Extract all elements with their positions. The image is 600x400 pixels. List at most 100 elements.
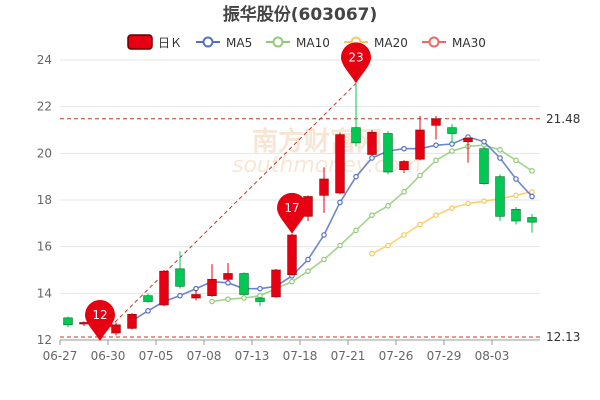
ma10-point [241, 295, 247, 301]
legend-kline-label: 日Ｋ [158, 36, 182, 50]
candle-17 [335, 132, 345, 195]
watermark-en: southmoney.com [232, 153, 421, 178]
ma5-point [305, 256, 311, 263]
ma20-point [401, 232, 407, 238]
chart-title: 振华股份(603067) [223, 4, 378, 25]
candle-28 [511, 207, 521, 225]
x-tick-label: 08-03 [475, 349, 510, 363]
legend-ma10-marker [272, 36, 284, 48]
ma5-point [513, 176, 519, 182]
candle-25 [463, 137, 473, 163]
candle-body [335, 134, 345, 194]
candle-14 [287, 233, 297, 276]
candle-body [527, 217, 537, 223]
ma10-point [433, 157, 439, 164]
candle-16 [319, 167, 329, 213]
ma5-point [497, 155, 503, 161]
ma10-point [321, 256, 327, 263]
y-tick-label: 22 [37, 100, 52, 114]
ma5-point [369, 155, 375, 161]
candle-body [63, 317, 73, 326]
y-tick-label: 20 [37, 146, 52, 160]
ma10-point [417, 172, 423, 179]
y-tick-label: 14 [37, 286, 52, 300]
candle-5 [143, 293, 153, 303]
candle-6 [159, 270, 169, 307]
pin-label: 12 [92, 308, 107, 322]
candle-20 [383, 131, 393, 175]
legend-ma5-marker [202, 36, 214, 48]
candle-3 [111, 322, 121, 336]
ma20-point [481, 198, 487, 204]
candle-8 [191, 289, 201, 301]
legend-ma10-label: MA10 [296, 36, 330, 50]
ma5-point [353, 173, 359, 180]
ma20-point [385, 242, 391, 249]
candle-body [255, 297, 265, 302]
ma20-point [449, 205, 455, 211]
ma5-point [145, 308, 151, 314]
legend-ma5-label: MA5 [226, 36, 252, 50]
ma10-point [305, 268, 311, 274]
candle-body [79, 322, 89, 325]
x-tick-label: 06-30 [91, 349, 126, 363]
pin-point [277, 192, 307, 234]
candle-body [143, 295, 153, 302]
y-tick-label: 18 [37, 193, 52, 207]
candle-7 [175, 251, 185, 289]
candlesticks [63, 83, 537, 337]
x-tick-label: 07-05 [139, 349, 174, 363]
ma20-point [417, 221, 423, 228]
ma10-point [529, 168, 535, 174]
y-tick-label: 16 [37, 240, 52, 254]
candle-27 [495, 174, 505, 221]
x-tick-label: 07-21 [331, 349, 366, 363]
pin-label: 23 [348, 50, 363, 64]
candle-body [447, 127, 457, 134]
candle-21 [399, 160, 409, 174]
candle-body [495, 176, 505, 217]
ma10-point [385, 203, 391, 209]
x-tick-label: 07-29 [427, 349, 462, 363]
x-tick-label: 07-13 [235, 349, 270, 363]
candle-body [463, 137, 473, 142]
candle-29 [527, 214, 537, 233]
legend-ma30-label: MA30 [452, 36, 486, 50]
legend: 日Ｋ MA5 MA10 MA20 MA30 [127, 34, 486, 50]
candle-22 [415, 116, 425, 161]
ma20-point [433, 212, 439, 218]
legend-kline-swatch [127, 34, 153, 50]
candle-body [111, 324, 121, 334]
ma5-point [257, 285, 263, 292]
candle-body [223, 273, 233, 280]
x-tick-label: 07-26 [379, 349, 414, 363]
candle-body [175, 268, 185, 287]
candle-23 [431, 116, 441, 140]
legend-ma20-label: MA20 [374, 36, 408, 50]
ma10-point [497, 147, 503, 153]
candle-body [319, 178, 329, 196]
candle-body [431, 118, 441, 126]
ma5-point [177, 292, 183, 299]
x-tick-label: 06-27 [43, 349, 78, 363]
x-tick-label: 07-08 [187, 349, 222, 363]
pin-max [341, 42, 371, 84]
ma5-point [433, 142, 439, 148]
candle-4 [127, 313, 137, 330]
candle-24 [447, 124, 457, 143]
y-tick-label: 12 [37, 333, 52, 347]
candle-body [207, 279, 217, 296]
candle-body [399, 161, 409, 170]
ma10-point [209, 298, 215, 305]
candle-13 [271, 268, 281, 298]
candle-body [367, 132, 377, 155]
candle-body [511, 209, 521, 222]
ma10-point [513, 157, 519, 164]
candle-0 [63, 316, 73, 328]
ma20-point [529, 189, 535, 195]
level-label: 12.13 [546, 330, 580, 344]
candle-11 [239, 272, 249, 296]
ma10-point [337, 242, 343, 249]
candle-body [479, 148, 489, 184]
candle-18 [351, 83, 361, 147]
